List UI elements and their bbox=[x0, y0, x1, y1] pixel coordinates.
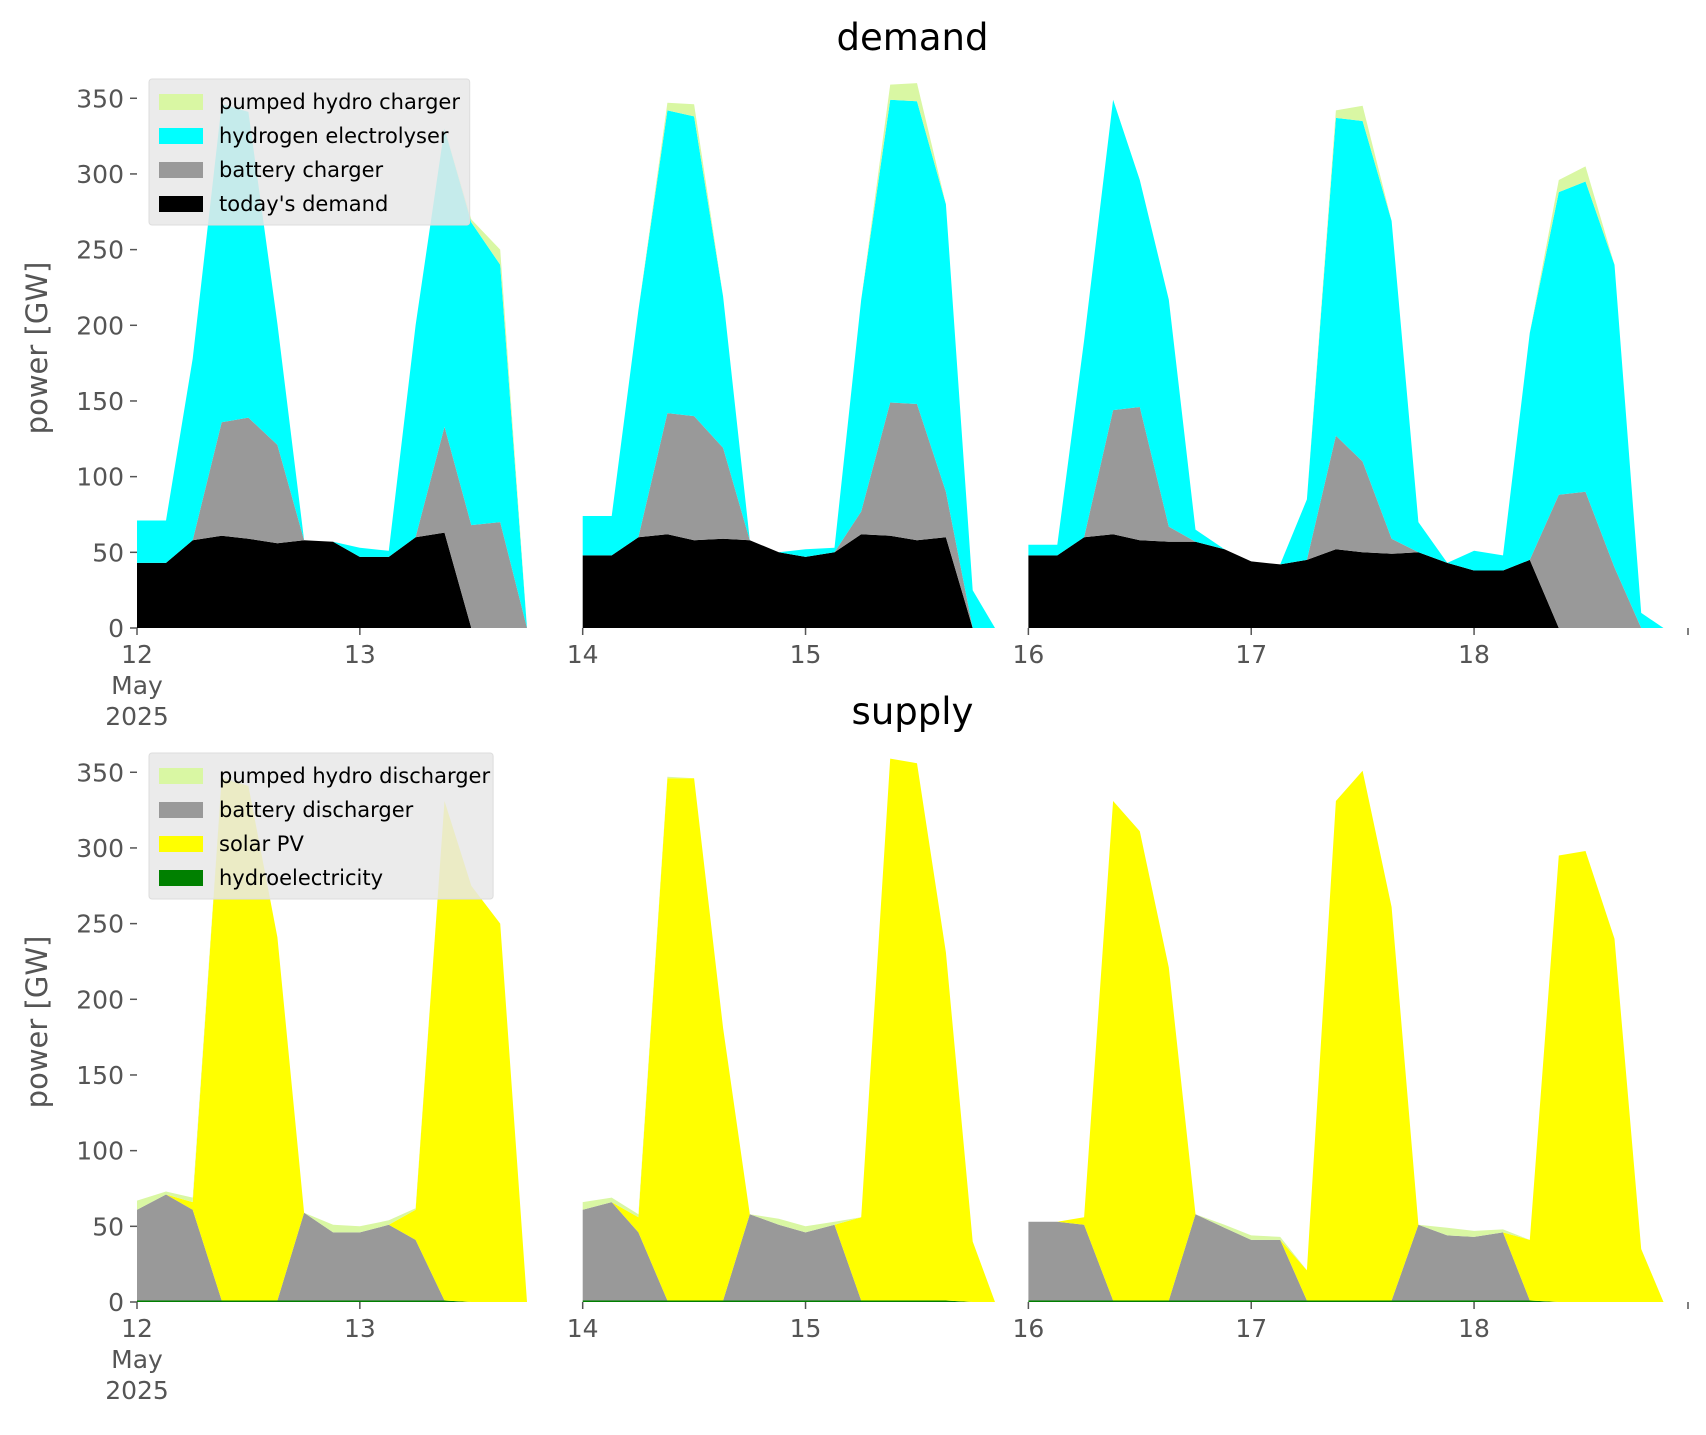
x-tick-label: 16 bbox=[1012, 640, 1044, 669]
y-axis-label: power [GW] bbox=[20, 936, 54, 1109]
area-segment bbox=[1028, 534, 1664, 628]
area-segment bbox=[1028, 99, 1664, 629]
legend: pumped hydro discharger battery discharge… bbox=[148, 752, 494, 900]
legend-label: hydrogen electrolyser bbox=[219, 124, 449, 148]
legend-swatch bbox=[159, 94, 203, 110]
area-segment bbox=[137, 1194, 550, 1302]
legend-label: pumped hydro discharger bbox=[219, 764, 490, 788]
series-hydrogen-electrolyser bbox=[137, 99, 1664, 629]
y-tick-label: 150 bbox=[76, 387, 124, 416]
x-tick-label: 12 bbox=[121, 1314, 153, 1343]
x-tick-label: 16 bbox=[1012, 1314, 1044, 1343]
area-segment bbox=[582, 1300, 995, 1302]
x-tick-label: 17 bbox=[1235, 640, 1267, 669]
y-tick-label: 50 bbox=[92, 1212, 124, 1241]
series-today-s-demand bbox=[137, 532, 1664, 628]
x-tick-sublabel: 2025 bbox=[105, 702, 169, 731]
y-tick-label: 150 bbox=[76, 1061, 124, 1090]
area-segment bbox=[137, 778, 550, 1302]
x-tick-label: 13 bbox=[344, 1314, 376, 1343]
series-solar-pv bbox=[137, 758, 1664, 1302]
x-tick-label: 14 bbox=[567, 640, 599, 669]
area-segment bbox=[137, 532, 550, 628]
legend-swatch bbox=[159, 196, 203, 212]
legend-label: solar PV bbox=[219, 832, 304, 856]
legend-label: today's demand bbox=[219, 192, 388, 216]
legend-label: hydroelectricity bbox=[219, 866, 383, 890]
area-segment bbox=[582, 1202, 995, 1302]
legend-label: battery discharger bbox=[219, 798, 414, 822]
series-battery-charger bbox=[137, 402, 1664, 628]
area-segment bbox=[1028, 1300, 1664, 1302]
y-tick-label: 0 bbox=[108, 1288, 124, 1317]
y-tick-label: 50 bbox=[92, 538, 124, 567]
area-segment bbox=[1028, 770, 1664, 1302]
legend-swatch bbox=[159, 870, 203, 886]
legend: pumped hydro charger hydrogen electrolyse… bbox=[148, 78, 471, 226]
legend-swatch bbox=[159, 836, 203, 852]
x-tick-label: 14 bbox=[567, 1314, 599, 1343]
legend-swatch bbox=[159, 768, 203, 784]
legend-swatch bbox=[159, 128, 203, 144]
area-segment bbox=[1028, 1214, 1664, 1302]
legend-swatch bbox=[159, 162, 203, 178]
chart-title: supply bbox=[852, 690, 974, 733]
x-tick-label: 12 bbox=[121, 640, 153, 669]
y-tick-label: 300 bbox=[76, 834, 124, 863]
x-tick-sublabel: May bbox=[111, 671, 163, 700]
area-segment bbox=[582, 99, 995, 629]
x-tick-label: 18 bbox=[1458, 640, 1490, 669]
area-segment bbox=[582, 402, 995, 628]
legend-label: pumped hydro charger bbox=[219, 90, 460, 114]
y-axis: 0 50 100 150 200 250 300 350 bbox=[76, 84, 137, 643]
y-tick-label: 100 bbox=[76, 463, 124, 492]
y-tick-label: 350 bbox=[76, 758, 124, 787]
y-tick-label: 300 bbox=[76, 160, 124, 189]
chart-title: demand bbox=[837, 16, 989, 59]
x-tick-sublabel: May bbox=[111, 1345, 163, 1374]
area-segment bbox=[137, 104, 550, 629]
legend-box bbox=[148, 78, 471, 226]
legend-box bbox=[148, 752, 494, 900]
y-axis-label: power [GW] bbox=[20, 262, 54, 435]
y-axis: 0 50 100 150 200 250 300 350 bbox=[76, 758, 137, 1317]
legend-label: battery charger bbox=[219, 158, 384, 182]
x-tick-label: 15 bbox=[790, 1314, 822, 1343]
y-tick-label: 250 bbox=[76, 236, 124, 265]
legend-swatch bbox=[159, 802, 203, 818]
series-battery-discharger bbox=[137, 1194, 1664, 1302]
y-tick-label: 350 bbox=[76, 84, 124, 113]
x-tick-sublabel: 2025 bbox=[105, 1376, 169, 1405]
area-segment bbox=[582, 534, 995, 628]
area-segment bbox=[582, 758, 995, 1302]
y-tick-label: 0 bbox=[108, 614, 124, 643]
area-segment bbox=[137, 417, 550, 628]
area-segment bbox=[137, 1300, 550, 1302]
x-tick-label: 13 bbox=[344, 640, 376, 669]
area-segment bbox=[1028, 407, 1664, 628]
y-tick-label: 200 bbox=[76, 985, 124, 1014]
x-tick-label: 18 bbox=[1458, 1314, 1490, 1343]
y-tick-label: 200 bbox=[76, 311, 124, 340]
y-tick-label: 100 bbox=[76, 1137, 124, 1166]
series-hydroelectricity bbox=[137, 1300, 1664, 1302]
x-tick-label: 17 bbox=[1235, 1314, 1267, 1343]
x-tick-label: 15 bbox=[790, 640, 822, 669]
y-tick-label: 250 bbox=[76, 910, 124, 939]
